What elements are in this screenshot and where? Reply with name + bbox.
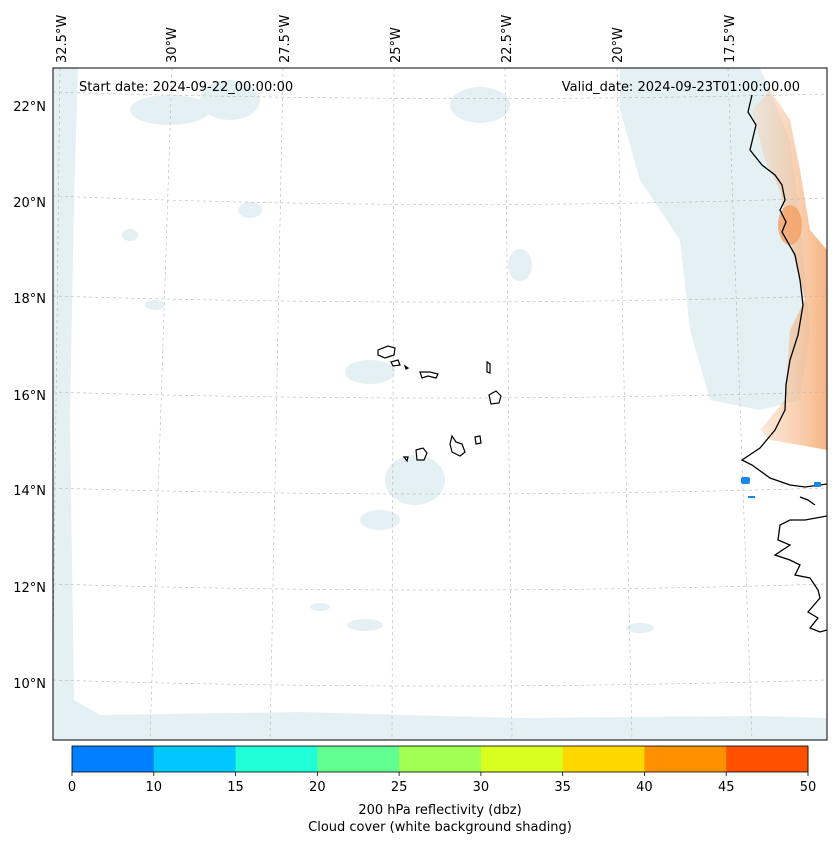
colorbar-tick-label: 50 xyxy=(800,780,817,795)
colorbar-tick-label: 25 xyxy=(391,780,408,795)
valid-date-label: Valid_date: 2024-09-23T01:00:00.00 xyxy=(562,80,800,95)
lat-label: 14°N xyxy=(13,484,46,499)
lat-label: 22°N xyxy=(13,100,46,115)
lat-label: 10°N xyxy=(13,677,46,692)
colorbar-tick-label: 0 xyxy=(68,780,76,795)
lat-label: 20°N xyxy=(13,196,46,211)
colorbar-tick-label: 15 xyxy=(227,780,244,795)
lat-label: 16°N xyxy=(13,389,46,404)
lat-label: 18°N xyxy=(13,292,46,307)
colorbar-tick-label: 10 xyxy=(146,780,163,795)
colorbar-tick-label: 40 xyxy=(636,780,653,795)
island-maio xyxy=(475,436,481,444)
colorbar-tick-label: 20 xyxy=(309,780,326,795)
colorbar-swatches xyxy=(72,746,809,772)
colorbar-swatch xyxy=(72,746,154,772)
colorbar-tick-label: 35 xyxy=(554,780,571,795)
colorbar-tick-label: 45 xyxy=(718,780,735,795)
lon-label: 25°W xyxy=(389,27,404,63)
lat-label: 12°N xyxy=(13,581,46,596)
colorbar-swatch xyxy=(154,746,236,772)
lon-label: 17.5°W xyxy=(723,15,738,63)
weather-map: Start date: 2024-09-22_00:00:00 Valid_da… xyxy=(0,0,837,843)
colorbar-sublabel: Cloud cover (white background shading) xyxy=(308,820,572,835)
colorbar-swatch xyxy=(236,746,318,772)
island-sal xyxy=(487,362,490,373)
lat-labels: 22°N 20°N 18°N 16°N 14°N 12°N 10°N xyxy=(13,100,46,692)
colorbar-swatch xyxy=(481,746,563,772)
colorbar-swatch xyxy=(563,746,645,772)
colorbar-swatch xyxy=(726,746,808,772)
colorbar: 0 10 15 20 25 30 35 40 45 50 200 hPa reflectivity… xyxy=(68,746,816,835)
lon-label: 20°W xyxy=(611,27,626,63)
start-date-label: Start date: 2024-09-22_00:00:00 xyxy=(79,80,293,95)
colorbar-ticks: 0 10 15 20 25 30 35 40 45 50 xyxy=(68,772,816,795)
colorbar-swatch xyxy=(399,746,481,772)
lon-labels: 32.5°W 30°W 27.5°W 25°W 22.5°W 20°W 17.5… xyxy=(55,15,738,63)
lon-label: 27.5°W xyxy=(278,15,293,63)
map-plot-area xyxy=(52,68,827,740)
lon-label: 32.5°W xyxy=(55,15,70,63)
colorbar-swatch xyxy=(317,746,399,772)
lon-label: 22.5°W xyxy=(500,15,515,63)
colorbar-label: 200 hPa reflectivity (dbz) xyxy=(358,803,521,818)
lon-label: 30°W xyxy=(165,27,180,63)
colorbar-swatch xyxy=(644,746,726,772)
colorbar-tick-label: 30 xyxy=(473,780,490,795)
